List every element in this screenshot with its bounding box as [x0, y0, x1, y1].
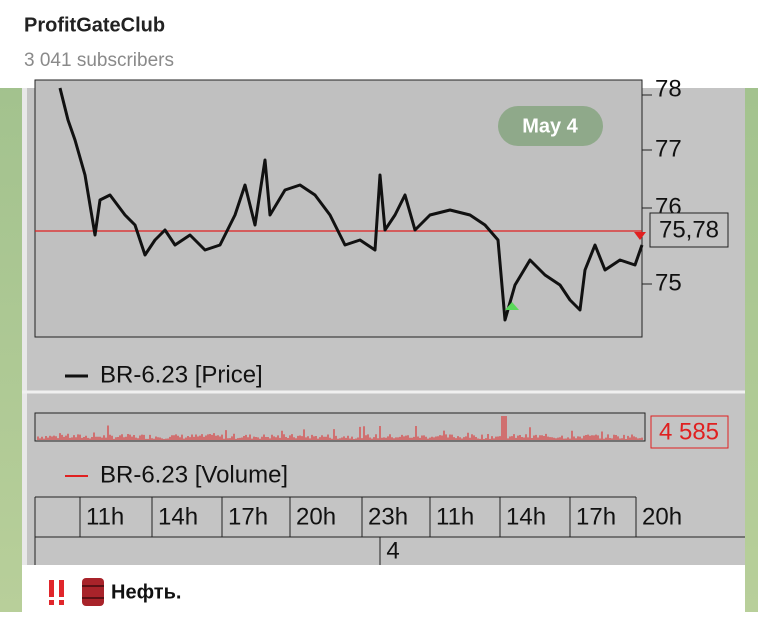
price-legend: BR-6.23 [Price]: [100, 361, 263, 388]
time-label: 20h: [642, 503, 682, 530]
time-label: 14h: [158, 503, 198, 530]
last-volume-box: [650, 415, 729, 449]
volume-bars: [37, 416, 643, 440]
last-price-label: 75,78: [659, 216, 719, 243]
day-label: 4: [386, 537, 399, 564]
price-axis-label: 78: [655, 75, 682, 102]
time-label: 11h: [86, 503, 124, 530]
time-label: 17h: [228, 503, 268, 530]
time-label: 11h: [436, 503, 474, 530]
exclamation-icon: [59, 580, 64, 597]
date-badge: [498, 106, 603, 146]
sell-marker: [634, 232, 646, 240]
volume-panel: [34, 412, 646, 442]
barrel-icon: [82, 578, 104, 606]
volume-legend: BR-6.23 [Volume]: [100, 461, 288, 488]
price-axis-label: 75: [655, 269, 682, 296]
price-line: [58, 87, 644, 322]
last-price-box: [649, 212, 729, 248]
exclamation-icon: [49, 580, 54, 597]
time-labels: 11h 14h 17h 20h 23h 11h 14h 17h 20h: [79, 497, 682, 537]
header: [0, 0, 758, 88]
exclamation-icon: [59, 600, 64, 605]
chart-edge: [22, 88, 27, 565]
time-label: 20h: [296, 503, 336, 530]
subscriber-count: 3 041 subscribers: [24, 50, 174, 71]
price-axis-label: 77: [655, 135, 682, 162]
buy-marker: [505, 302, 519, 310]
date-badge-label: May 4: [522, 115, 578, 137]
time-label: 17h: [576, 503, 616, 530]
message-body: [22, 565, 745, 612]
emoji-icons: [49, 578, 104, 606]
channel-name[interactable]: ProfitGateClub: [24, 14, 165, 36]
time-label: 23h: [368, 503, 408, 530]
time-label: 14h: [506, 503, 546, 530]
message-text: Нефть.: [111, 581, 181, 603]
last-volume-label: 4 585: [659, 418, 719, 445]
chart-image[interactable]: 78 77 76 75 75,78 BR-6.23 [Price] 4 585 …: [22, 75, 745, 565]
exclamation-icon: [49, 600, 54, 605]
